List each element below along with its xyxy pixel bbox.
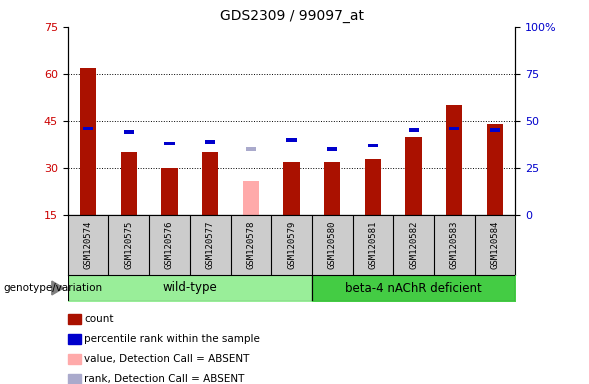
Text: count: count [84,314,114,324]
Bar [446,105,462,215]
Text: GSM120580: GSM120580 [327,221,337,269]
Text: beta-4 nAChR deficient: beta-4 nAChR deficient [345,281,482,295]
Text: GSM120575: GSM120575 [124,221,133,269]
Bar [243,180,259,215]
Bar [283,162,300,215]
Bar [409,129,419,132]
Bar [327,147,337,151]
Text: GSM120581: GSM120581 [369,221,378,269]
Text: wild-type: wild-type [163,281,217,295]
Bar [161,168,178,215]
Text: GSM120574: GSM120574 [84,221,92,269]
Bar [124,130,134,134]
Bar [487,124,503,215]
Text: GSM120577: GSM120577 [206,221,214,269]
Text: GSM120582: GSM120582 [409,221,418,269]
Bar [80,68,96,215]
Bar [365,159,381,215]
Bar [121,152,137,215]
Bar [449,127,459,131]
Text: GSM120584: GSM120584 [491,221,499,269]
Bar [164,142,174,146]
Title: GDS2309 / 99097_at: GDS2309 / 99097_at [220,9,363,23]
Bar [324,162,340,215]
Bar [368,144,378,147]
Bar [490,129,500,132]
Text: percentile rank within the sample: percentile rank within the sample [84,334,260,344]
Text: GSM120576: GSM120576 [165,221,174,269]
Polygon shape [52,281,64,295]
Bar [405,137,422,215]
Text: GSM120578: GSM120578 [246,221,256,269]
Bar [202,152,219,215]
Text: rank, Detection Call = ABSENT: rank, Detection Call = ABSENT [84,374,244,384]
Text: GSM120583: GSM120583 [450,221,459,269]
Bar [246,147,256,151]
Text: value, Detection Call = ABSENT: value, Detection Call = ABSENT [84,354,250,364]
Text: GSM120579: GSM120579 [287,221,296,269]
Text: genotype/variation: genotype/variation [3,283,102,293]
Bar [286,138,297,142]
Bar [83,127,93,131]
Bar [205,140,215,144]
